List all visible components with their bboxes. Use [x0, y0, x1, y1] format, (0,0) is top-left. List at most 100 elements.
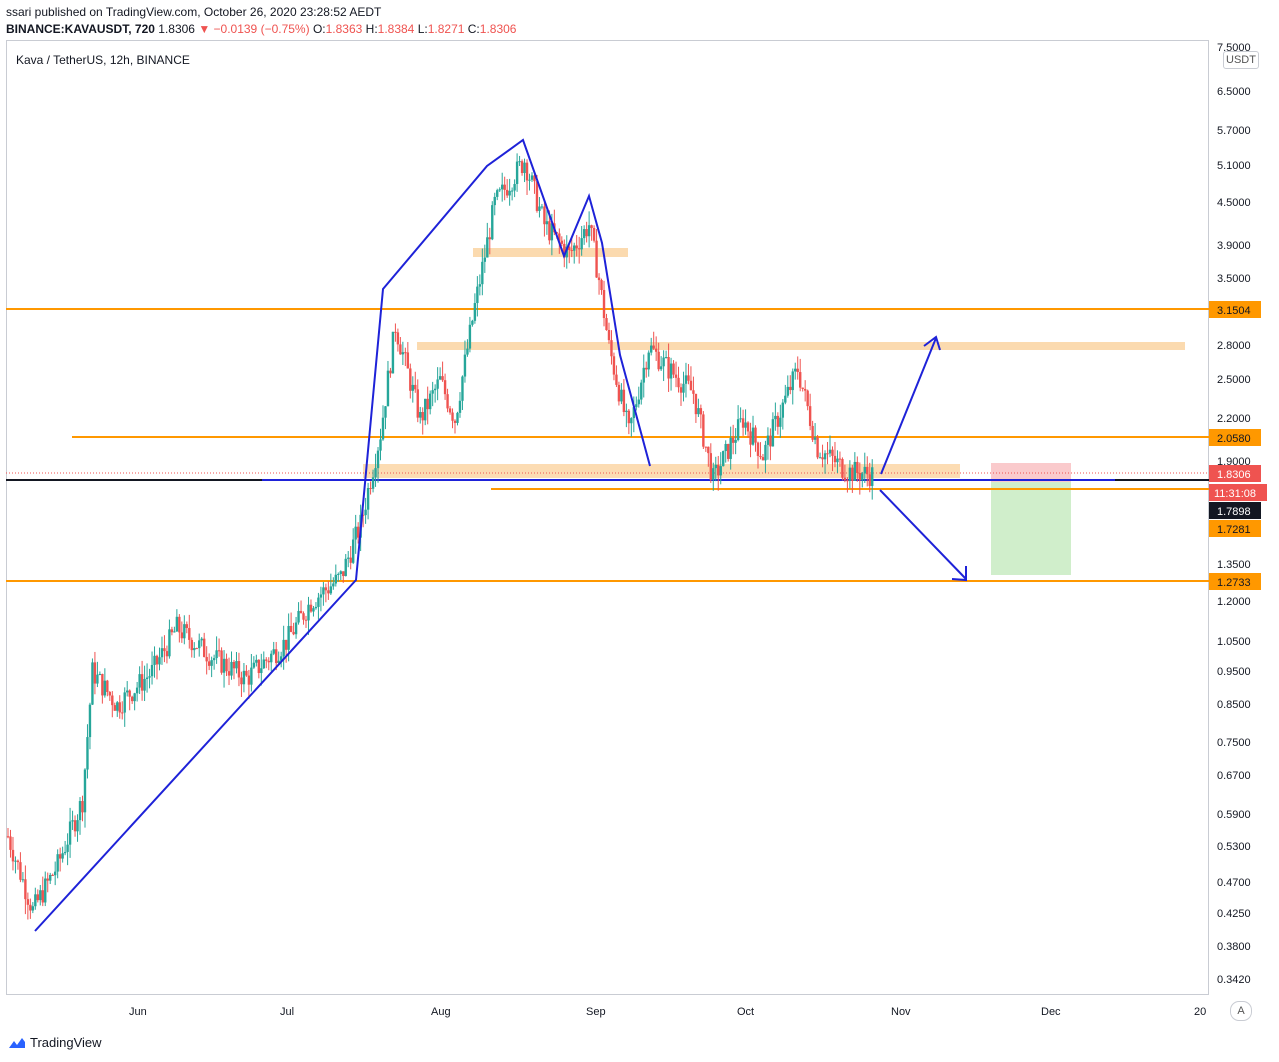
candle-body — [848, 467, 852, 481]
candle-body — [396, 332, 400, 345]
candle-body — [287, 625, 290, 650]
open-label: O: — [312, 22, 326, 36]
candle-body — [170, 629, 174, 633]
resistance-zone-upper[interactable] — [473, 248, 628, 257]
candle-body — [575, 245, 578, 249]
candle-body — [853, 461, 857, 481]
candle-body — [461, 376, 464, 401]
chart-title: Kava / TetherUS, 12h, BINANCE — [16, 53, 190, 67]
candle-body — [73, 820, 77, 832]
candle-body — [389, 370, 392, 374]
candle-body — [116, 702, 119, 711]
candle-body — [121, 712, 124, 714]
auto-scale-button[interactable]: A — [1230, 1001, 1252, 1021]
candle-body — [140, 674, 144, 691]
candle-body — [220, 650, 223, 673]
time-axis[interactable]: Jun Jul Aug Sep Oct Nov Dec 20 — [129, 1006, 1206, 1018]
price-tick: 2.5000 — [1217, 374, 1251, 386]
resistance-zone-target[interactable] — [417, 342, 1185, 350]
price-axis[interactable]: 7.5000 6.5000 5.7000 5.1000 4.5000 3.900… — [1209, 40, 1279, 995]
candle-body — [821, 457, 824, 460]
tradingview-cloud-icon — [9, 1037, 25, 1048]
candle-body — [478, 284, 482, 287]
crosshair-badge-text: 1.7898 — [1217, 506, 1251, 518]
candle-body — [428, 393, 432, 410]
candle-body — [647, 352, 650, 370]
candle-body — [776, 415, 780, 427]
bullish-arrow[interactable] — [880, 337, 937, 475]
level-badge-1-text: 1.7281 — [1217, 524, 1251, 536]
candle-body — [868, 474, 871, 486]
candle-body — [217, 650, 221, 652]
candle-body — [265, 659, 268, 661]
candle-body — [381, 417, 385, 440]
candle-body — [260, 668, 263, 674]
bearish-arrow[interactable] — [879, 489, 967, 580]
candle-body — [153, 655, 156, 665]
candle-body — [540, 206, 544, 208]
candle-body — [155, 655, 159, 665]
time-tick: 20 — [1194, 1006, 1206, 1018]
candle-body — [744, 422, 747, 428]
candle-body — [508, 190, 511, 196]
candle-body — [237, 661, 241, 678]
time-tick: Aug — [431, 1006, 451, 1018]
candle-body — [640, 382, 643, 400]
candle-body — [498, 189, 501, 191]
candle-body — [677, 377, 680, 388]
candle-body — [143, 678, 146, 691]
price-change: ▼ −0.0139 (−0.75%) — [198, 22, 310, 36]
candle-body — [525, 162, 529, 181]
candle-body — [39, 890, 42, 901]
take-profit-area[interactable] — [991, 482, 1071, 575]
candle-body — [642, 367, 645, 383]
candle-body — [96, 674, 99, 684]
tradingview-logo: TradingView — [6, 1035, 102, 1050]
price-tick: 0.4250 — [1217, 908, 1251, 920]
candle-body — [836, 458, 839, 463]
candle-body — [83, 769, 87, 813]
candle-body — [76, 820, 79, 832]
candle-body — [761, 457, 765, 461]
candle-body — [207, 661, 211, 666]
candle-body — [344, 558, 347, 577]
candle-body — [717, 464, 720, 476]
stop-loss-area[interactable] — [991, 463, 1071, 482]
candle-body — [538, 206, 541, 211]
candle-body — [784, 395, 787, 403]
candle-body — [235, 661, 238, 669]
candle-body — [866, 466, 869, 475]
candle-body — [672, 363, 675, 375]
candle-body — [833, 455, 837, 463]
candle-body — [9, 836, 12, 850]
candle-body — [627, 410, 631, 424]
candle-body — [751, 427, 755, 445]
support-zone[interactable] — [363, 464, 960, 478]
pattern-path[interactable] — [34, 138, 651, 932]
candle-body — [794, 368, 797, 372]
candle-body — [148, 676, 151, 678]
candle-body — [304, 619, 308, 621]
candle-body — [240, 677, 243, 685]
candle-body — [597, 277, 601, 281]
candle-body — [481, 261, 484, 285]
currency-button[interactable]: USDT — [1223, 51, 1259, 69]
chart-pane[interactable] — [6, 40, 1209, 995]
candle-body — [736, 419, 740, 440]
candle-body — [135, 687, 139, 694]
candle-body — [592, 227, 596, 241]
candle-body — [456, 412, 459, 423]
candle-body — [573, 245, 576, 251]
candle-body — [543, 206, 546, 225]
candle-body — [193, 648, 196, 651]
candle-body — [91, 662, 94, 705]
candle-body — [163, 648, 166, 652]
candle-body — [272, 649, 275, 654]
candle-body — [808, 406, 812, 426]
candle-body — [294, 622, 298, 635]
candle-body — [679, 387, 683, 393]
candle-body — [493, 196, 496, 206]
close-label: C: — [467, 22, 480, 36]
candle-body — [838, 458, 842, 460]
